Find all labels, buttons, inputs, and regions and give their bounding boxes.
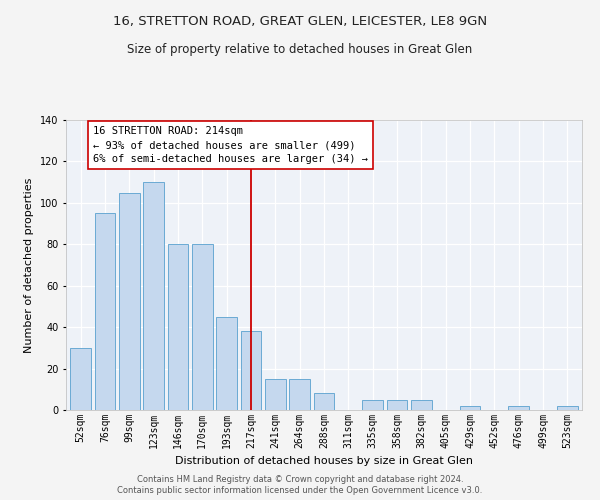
Bar: [411, 400, 432, 410]
Bar: [119, 192, 140, 410]
Bar: [362, 400, 383, 410]
Bar: [216, 317, 237, 410]
Bar: [460, 406, 481, 410]
Bar: [192, 244, 212, 410]
Text: Size of property relative to detached houses in Great Glen: Size of property relative to detached ho…: [127, 42, 473, 56]
Bar: [265, 379, 286, 410]
Text: Contains HM Land Registry data © Crown copyright and database right 2024.: Contains HM Land Registry data © Crown c…: [137, 475, 463, 484]
Bar: [289, 379, 310, 410]
X-axis label: Distribution of detached houses by size in Great Glen: Distribution of detached houses by size …: [175, 456, 473, 466]
Bar: [143, 182, 164, 410]
Bar: [167, 244, 188, 410]
Y-axis label: Number of detached properties: Number of detached properties: [25, 178, 34, 352]
Text: 16, STRETTON ROAD, GREAT GLEN, LEICESTER, LE8 9GN: 16, STRETTON ROAD, GREAT GLEN, LEICESTER…: [113, 15, 487, 28]
Bar: [95, 213, 115, 410]
Text: 16 STRETTON ROAD: 214sqm
← 93% of detached houses are smaller (499)
6% of semi-d: 16 STRETTON ROAD: 214sqm ← 93% of detach…: [93, 126, 368, 164]
Bar: [557, 406, 578, 410]
Text: Contains public sector information licensed under the Open Government Licence v3: Contains public sector information licen…: [118, 486, 482, 495]
Bar: [70, 348, 91, 410]
Bar: [241, 332, 262, 410]
Bar: [314, 394, 334, 410]
Bar: [508, 406, 529, 410]
Bar: [386, 400, 407, 410]
